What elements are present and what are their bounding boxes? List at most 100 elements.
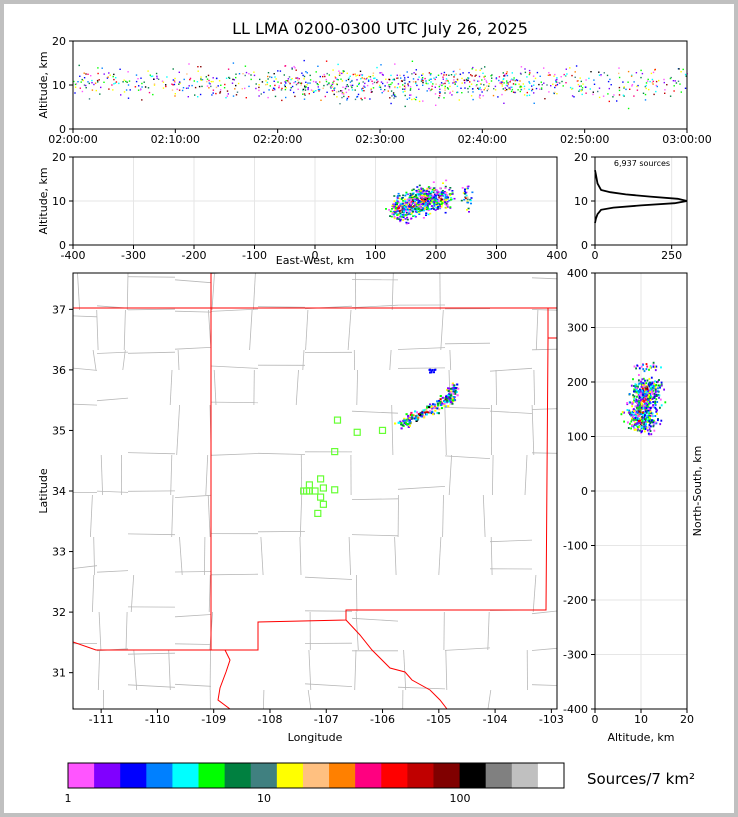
plan-view-source-point xyxy=(426,405,429,408)
time-height-source-point xyxy=(284,65,287,67)
east-west-source-point xyxy=(418,193,420,195)
time-height-source-point xyxy=(304,85,306,87)
time-height-panel: 02:00:00 02:10:00 02:20:00 02:30:00 02:40:00… xyxy=(37,35,712,146)
north-south-source-point xyxy=(645,419,648,422)
north-south-source-point xyxy=(642,368,645,371)
east-west-source-point xyxy=(426,208,429,211)
east-west-source-point xyxy=(441,194,444,197)
time-height-source-point xyxy=(193,80,195,82)
east-west-source-point xyxy=(411,198,414,200)
north-south-source-point xyxy=(657,387,659,390)
county-boundary-line xyxy=(347,309,352,351)
east-west-source-point xyxy=(401,211,404,213)
time-height-source-point xyxy=(502,88,504,90)
east-west-source-point xyxy=(416,208,418,210)
plan-view-source-point xyxy=(447,394,450,397)
time-height-source-point xyxy=(439,84,441,86)
plan-view-source-point xyxy=(421,414,424,417)
plan-view-source-point xyxy=(429,411,432,414)
north-south-source-point xyxy=(635,419,637,421)
time-height-source-point xyxy=(389,97,391,99)
plan-view-source-point xyxy=(436,407,439,410)
east-west-source-point xyxy=(424,204,427,206)
east-west-source-point xyxy=(463,193,466,195)
colorbar-label: Sources/7 km² xyxy=(587,770,695,788)
time-height-source-point xyxy=(330,87,332,89)
plan-view-source-point xyxy=(436,402,439,405)
time-height-source-point xyxy=(483,76,485,78)
east-west-source-point xyxy=(417,194,420,196)
time-height-source-point xyxy=(242,73,244,75)
time-height-source-point xyxy=(201,85,203,88)
time-height-source-point xyxy=(520,73,522,75)
time-height-source-point xyxy=(367,80,370,82)
time-height-source-point xyxy=(173,80,176,82)
time-height-source-point xyxy=(524,68,526,70)
north-south-source-point xyxy=(636,417,639,420)
time-height-source-point xyxy=(165,84,167,86)
north-south-source-point xyxy=(644,426,647,428)
time-height-source-point xyxy=(652,71,655,74)
time-height-source-point xyxy=(523,88,526,90)
east-west-source-point xyxy=(399,205,402,207)
county-boundary-line xyxy=(397,347,446,350)
time-height-source-point xyxy=(444,82,446,85)
time-height-source-point xyxy=(455,81,457,83)
time-height-source-point xyxy=(431,88,433,90)
time-height-source-point xyxy=(631,74,633,76)
time-height-source-point xyxy=(376,79,378,81)
time-height-source-point xyxy=(464,87,466,89)
north-south-source-point xyxy=(646,397,649,400)
time-height-source-point xyxy=(453,74,456,76)
east-west-source-point xyxy=(405,193,408,195)
time-height-source-point xyxy=(408,81,411,83)
time-height-source-point xyxy=(649,80,651,83)
time-height-source-point xyxy=(346,99,348,101)
north-south-source-point xyxy=(655,395,658,397)
colorbar-cell xyxy=(172,763,200,788)
north-south-source-point xyxy=(642,382,645,385)
time-height-source-point xyxy=(618,72,620,75)
east-west-source-point xyxy=(397,207,400,210)
east-west-source-point xyxy=(404,200,407,202)
time-height-source-point xyxy=(333,93,335,96)
time-height-source-point xyxy=(312,90,314,92)
colorbar-cell xyxy=(511,763,539,788)
east-west-source-point xyxy=(406,209,409,212)
north-south-source-point xyxy=(654,369,657,372)
time-height-source-point xyxy=(461,77,463,80)
time-height-source-point xyxy=(430,89,432,91)
lma-station-marker xyxy=(333,416,342,424)
county-boundary-line xyxy=(397,686,446,690)
east-west-source-point xyxy=(414,203,417,206)
time-height-source-point xyxy=(293,82,295,84)
east-west-source-point xyxy=(426,206,428,209)
east-west-source-point xyxy=(418,208,421,211)
time-height-source-point xyxy=(633,81,635,83)
plan-view-source-point xyxy=(429,403,432,406)
plan-view-source-point xyxy=(400,423,403,426)
north-south-source-point xyxy=(652,385,655,388)
time-height-source-point xyxy=(444,89,446,91)
time-height-source-point xyxy=(501,81,503,84)
east-west-source-point xyxy=(391,212,394,215)
time-height-source-point xyxy=(81,78,83,81)
north-south-source-point xyxy=(649,365,652,368)
north-south-source-point xyxy=(631,424,633,427)
county-boundary-line xyxy=(531,408,557,410)
county-boundary-line xyxy=(397,486,446,490)
time-height-source-point xyxy=(607,80,610,83)
east-west-source-point xyxy=(407,208,409,210)
county-boundary-line xyxy=(351,617,399,622)
time-height-source-point xyxy=(83,77,86,79)
time-height-source-point xyxy=(358,82,360,84)
time-height-source-point xyxy=(404,77,406,79)
east-west-source-point xyxy=(411,189,414,192)
time-height-source-point xyxy=(580,90,582,92)
north-south-source-point xyxy=(652,361,655,364)
east-west-source-point xyxy=(413,196,416,198)
time-height-source-point xyxy=(409,86,412,88)
north-south-source-point xyxy=(651,412,654,415)
north-south-source-point xyxy=(645,386,647,389)
